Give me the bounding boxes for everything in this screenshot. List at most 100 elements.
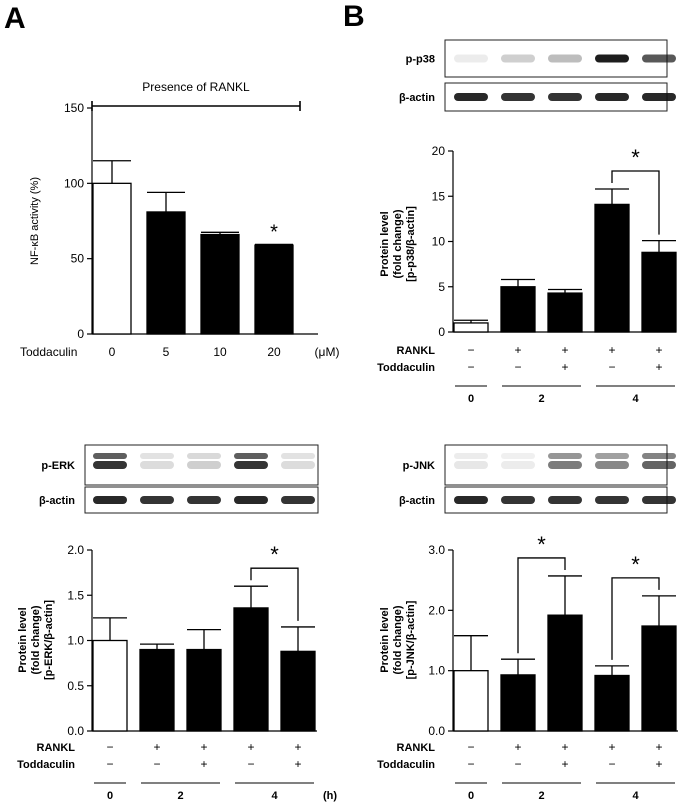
rankl-sign: − (467, 343, 474, 357)
x-tick-label: 5 (163, 345, 170, 359)
y-axis-label-line: Protein level (379, 607, 391, 672)
toddaculin-sign: − (467, 360, 474, 374)
blot-band (595, 461, 629, 469)
blot-band (595, 54, 629, 63)
toddaculin-sign: − (153, 757, 160, 771)
bar (186, 648, 222, 732)
significance-bracket (250, 567, 299, 621)
rankl-sign: + (608, 740, 615, 754)
blot-band (548, 453, 582, 459)
y-tick-label: 1.0 (428, 664, 445, 678)
y-axis-label-line: [p-JNK/β-actin] (405, 600, 417, 679)
y-axis-label-line: [p-p38/β-actin] (405, 206, 417, 282)
bar (233, 607, 269, 732)
significance-bracket (611, 577, 660, 660)
blot-band (501, 496, 535, 504)
blot-band (454, 93, 488, 101)
time-label: 0 (468, 393, 474, 405)
toddaculin-sign: − (106, 757, 113, 771)
panel-label-a: A (4, 2, 26, 35)
y-tick-label: 1.5 (67, 588, 84, 602)
bar (254, 244, 294, 335)
blot-label: p-ERK (41, 460, 75, 472)
bar (594, 674, 630, 732)
blot-label: p-JNK (403, 460, 435, 472)
toddaculin-sign: − (247, 757, 254, 771)
rankl-sign: + (247, 740, 254, 754)
y-tick-label: 0.0 (67, 724, 84, 738)
y-tick-label: 0.0 (428, 724, 445, 738)
bar (453, 670, 489, 732)
blot-band (187, 453, 221, 459)
blot-band (93, 453, 127, 459)
y-tick-label: 15 (432, 189, 446, 203)
y-tick-label: 0 (438, 325, 445, 339)
toddaculin-sign: + (561, 360, 568, 374)
blot-band (595, 453, 629, 459)
time-unit: (h) (323, 790, 337, 802)
toddaculin-label: Toddaculin (377, 759, 435, 771)
rankl-sign: + (200, 740, 207, 754)
blot-label: p-p38 (406, 54, 435, 66)
x-unit-label: (μM) (315, 345, 340, 359)
panel-label-b: B (343, 0, 365, 33)
rankl-sign: + (153, 740, 160, 754)
y-axis-label-line: (fold change) (392, 209, 404, 278)
blot-band (642, 461, 676, 469)
toddaculin-sign: − (608, 360, 615, 374)
rankl-sign: + (655, 343, 662, 357)
blot-band (454, 453, 488, 459)
blot-band (501, 461, 535, 469)
blot-band (642, 54, 676, 63)
blot-band (642, 93, 676, 101)
rankl-sign: + (514, 740, 521, 754)
bar (92, 639, 128, 732)
y-tick-label: 5 (438, 280, 445, 294)
blot-band (140, 453, 174, 459)
rankl-sign: + (561, 343, 568, 357)
blot-band (454, 496, 488, 504)
rankl-label: RANKL (397, 742, 436, 754)
bar (200, 233, 240, 335)
bar (594, 203, 630, 333)
x-row-label: Toddaculin (20, 345, 77, 359)
blot-band (548, 461, 582, 469)
y-axis-label: Protein level(fold change)[p-ERK/β-actin… (17, 600, 55, 680)
time-label: 4 (632, 393, 639, 405)
bar (547, 614, 583, 732)
blot-band (187, 461, 221, 469)
y-tick-label: 3.0 (428, 543, 445, 557)
blot-band (454, 461, 488, 469)
toddaculin-sign: − (514, 757, 521, 771)
chart-p-erk: p-ERK β-actin 0.0 0.5 1.0 1.5 2.0 * Protein leve… (17, 444, 337, 802)
significance-star: * (631, 145, 640, 170)
y-axis-label: Protein level(fold change)[p-p38/β-actin… (379, 206, 417, 282)
blot-band (140, 461, 174, 469)
blot-band (501, 453, 535, 459)
blot-band (548, 54, 582, 63)
toddaculin-sign: + (655, 757, 662, 771)
bar (139, 648, 175, 732)
significance-star: * (537, 532, 546, 557)
chart-p-p38: p-p38 β-actin 0 5 10 15 20 * Protein level(fold … (377, 39, 677, 405)
blot-box-phospho (444, 39, 668, 78)
blot-label: β-actin (399, 495, 435, 507)
bar (146, 211, 186, 335)
toddaculin-label: Toddaculin (17, 759, 75, 771)
toddaculin-sign: + (294, 757, 301, 771)
significance-bracket (517, 557, 566, 654)
y-tick-label: 20 (432, 144, 446, 158)
y-axis-label-line: Protein level (379, 211, 391, 276)
time-label: 0 (468, 790, 474, 802)
time-label: 4 (271, 790, 278, 802)
time-label: 4 (632, 790, 639, 802)
rankl-sign: + (655, 740, 662, 754)
blot-label: β-actin (399, 92, 435, 104)
blot-band (454, 54, 488, 63)
y-axis-label-line: [p-ERK/β-actin] (43, 600, 55, 680)
toddaculin-sign: + (561, 757, 568, 771)
y-tick-label: 10 (432, 235, 446, 249)
rankl-sign: + (561, 740, 568, 754)
